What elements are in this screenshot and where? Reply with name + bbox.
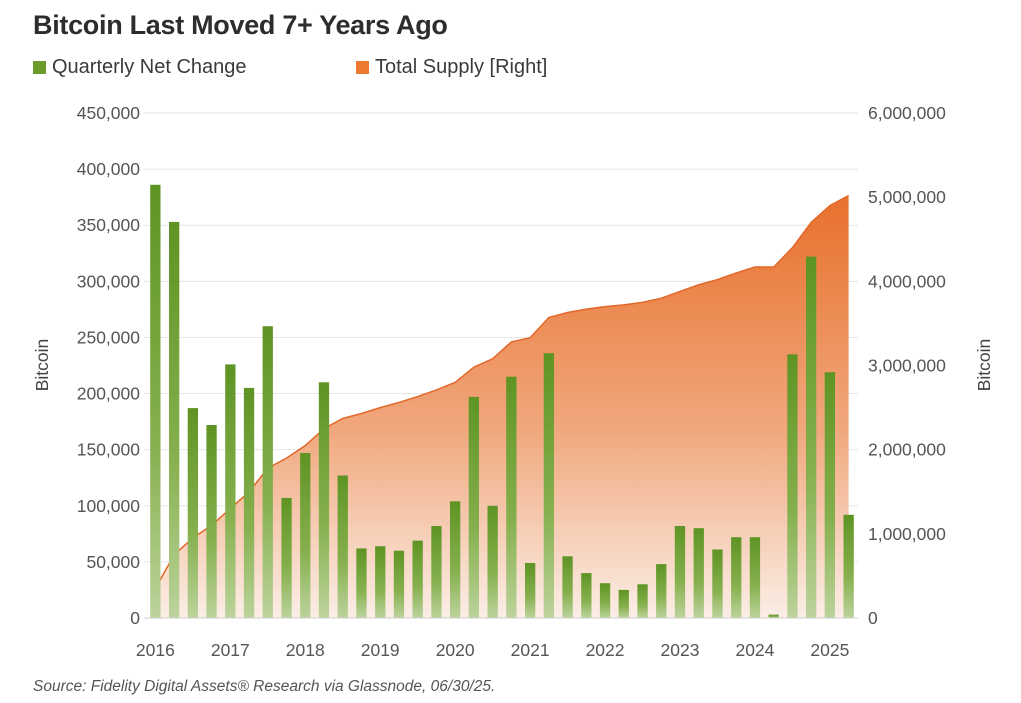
legend-item-net-change: Quarterly Net Change xyxy=(33,56,247,79)
x-tick: 2019 xyxy=(361,640,400,660)
net-change-bar xyxy=(243,387,255,618)
legend-swatch-green xyxy=(33,61,46,74)
y-tick-right: 4,000,000 xyxy=(868,271,946,291)
x-tick: 2016 xyxy=(136,640,175,660)
net-change-bar xyxy=(150,184,161,619)
y-tick-left: 0 xyxy=(130,608,140,628)
net-change-bar xyxy=(637,584,648,618)
y-tick-left: 400,000 xyxy=(77,159,141,179)
y-tick-left: 50,000 xyxy=(86,552,140,572)
x-tick: 2021 xyxy=(511,640,550,660)
net-change-bar xyxy=(318,382,330,618)
net-change-bar xyxy=(225,364,236,618)
y-tick-left: 350,000 xyxy=(77,215,141,235)
y-tick-right: 1,000,000 xyxy=(868,524,946,544)
y-tick-left: 200,000 xyxy=(77,384,141,404)
net-change-bar xyxy=(581,573,592,618)
net-change-bar xyxy=(525,563,536,618)
net-change-bar xyxy=(674,526,686,618)
net-change-bar xyxy=(393,550,405,618)
net-change-bar xyxy=(749,537,761,618)
x-tick: 2020 xyxy=(436,640,475,660)
y-tick-left: 250,000 xyxy=(77,327,141,347)
y-tick-left: 100,000 xyxy=(77,496,141,516)
total-supply-area xyxy=(155,195,849,618)
x-tick: 2025 xyxy=(810,640,849,660)
net-change-bar xyxy=(843,514,854,618)
net-change-bar xyxy=(562,556,573,618)
legend-label-total-supply: Total Supply [Right] xyxy=(375,56,548,78)
y-tick-right: 0 xyxy=(868,608,878,628)
net-change-bar xyxy=(431,526,442,618)
net-change-bar xyxy=(187,408,198,618)
x-tick: 2017 xyxy=(211,640,250,660)
net-change-bar xyxy=(337,475,348,618)
net-change-bar xyxy=(787,354,798,618)
net-change-bar xyxy=(450,501,461,618)
net-change-bar xyxy=(656,564,667,618)
net-change-bar xyxy=(300,453,311,618)
y-axis-title-left: Bitcoin xyxy=(32,339,52,392)
net-change-bar xyxy=(412,540,423,618)
y-axis-title-right: Bitcoin xyxy=(974,339,994,392)
chart-title: Bitcoin Last Moved 7+ Years Ago xyxy=(33,10,448,40)
y-tick-right: 5,000,000 xyxy=(868,187,946,207)
y-tick-left: 450,000 xyxy=(77,103,141,123)
net-change-bar xyxy=(806,256,817,618)
net-change-bar xyxy=(824,372,835,618)
x-tick: 2018 xyxy=(286,640,325,660)
net-change-bar xyxy=(356,548,367,618)
y-tick-right: 6,000,000 xyxy=(868,103,946,123)
legend-item-total-supply: Total Supply [Right] xyxy=(356,56,547,79)
net-change-bar xyxy=(375,546,386,618)
net-change-bar xyxy=(262,326,273,618)
legend-swatch-orange xyxy=(356,61,369,74)
x-tick: 2023 xyxy=(661,640,700,660)
net-change-bar xyxy=(618,589,629,618)
net-change-bar xyxy=(281,497,292,618)
net-change-bar xyxy=(693,528,704,618)
net-change-bar xyxy=(487,505,498,618)
net-change-bar xyxy=(731,537,742,618)
y-tick-right: 3,000,000 xyxy=(868,356,946,376)
source-note: Source: Fidelity Digital Assets® Researc… xyxy=(33,678,496,695)
net-change-bar xyxy=(712,549,723,618)
net-change-bar xyxy=(543,353,554,618)
x-tick: 2024 xyxy=(735,640,774,660)
net-change-bar xyxy=(206,425,217,618)
x-tick: 2022 xyxy=(586,640,625,660)
net-change-bar xyxy=(599,583,611,618)
legend-label-net-change: Quarterly Net Change xyxy=(52,56,247,78)
y-tick-left: 300,000 xyxy=(77,271,141,291)
net-change-bar xyxy=(506,376,517,618)
y-tick-left: 150,000 xyxy=(77,440,141,460)
net-change-bar xyxy=(169,221,180,618)
net-change-bar xyxy=(468,396,479,618)
net-change-bar xyxy=(768,614,779,618)
y-tick-right: 2,000,000 xyxy=(868,440,946,460)
